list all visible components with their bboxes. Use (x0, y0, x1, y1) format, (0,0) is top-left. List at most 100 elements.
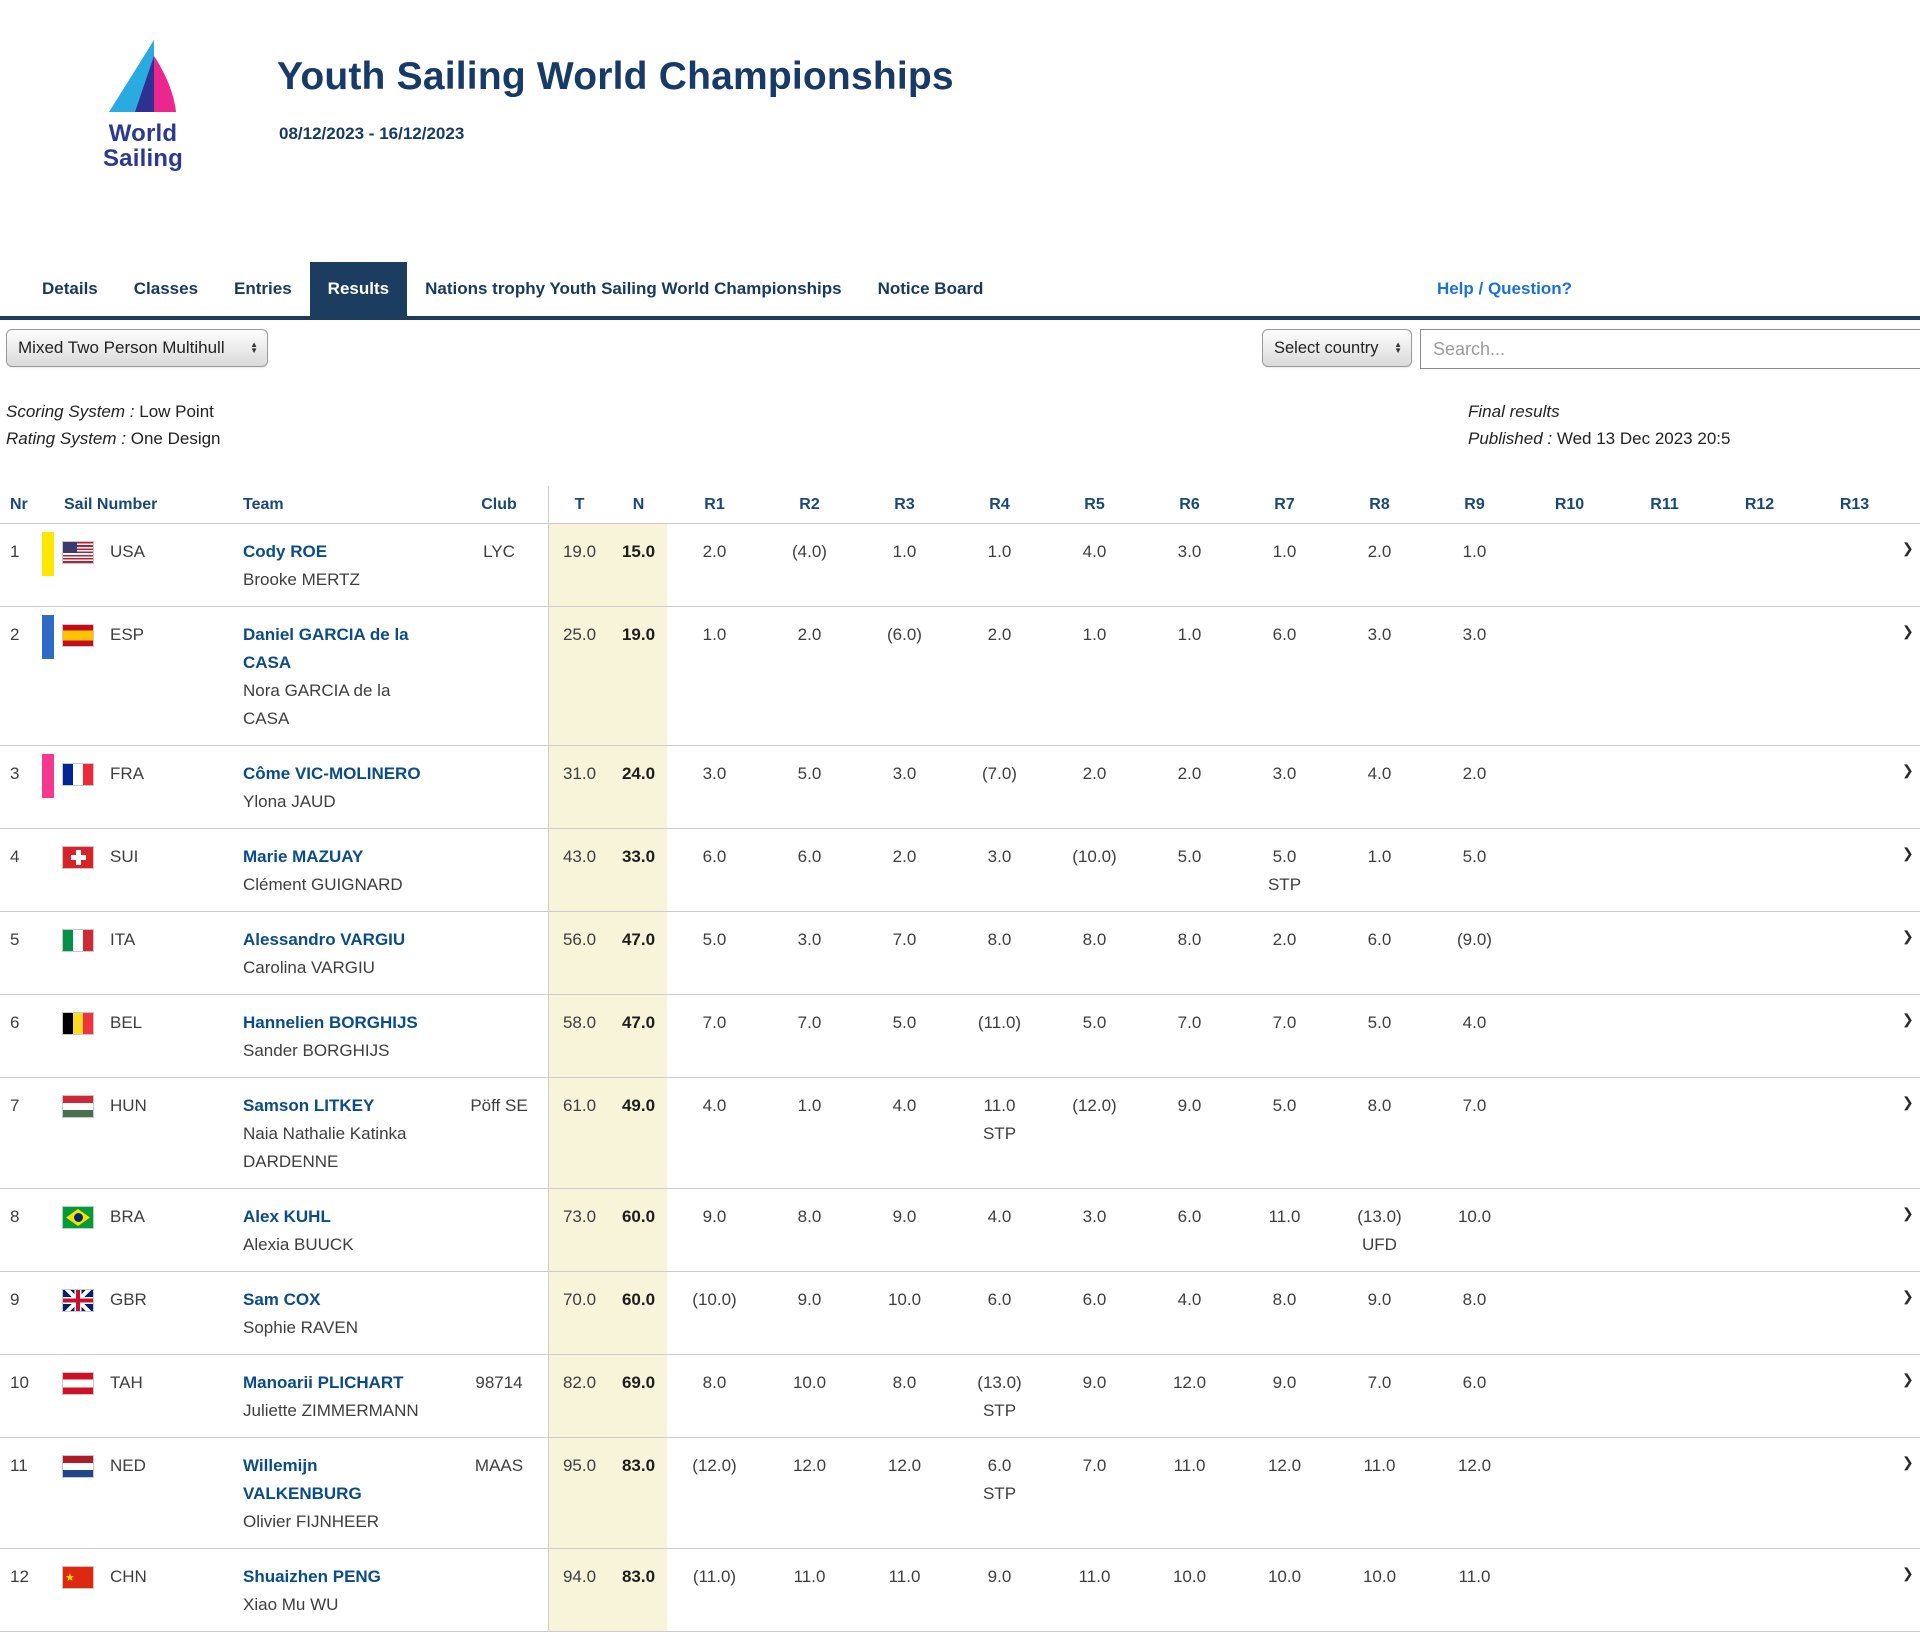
race-score-r8: 6.0 (1332, 912, 1427, 994)
race-score-value: 11.0 (793, 1567, 826, 1586)
row-expand-chevron-icon[interactable]: ❯ (1902, 623, 1914, 639)
column-header-n: N (632, 495, 645, 513)
tab-nations-trophy-youth-sailing-world-champ[interactable]: Nations trophy Youth Sailing World Champ… (407, 262, 860, 316)
rank-number: 3 (10, 764, 20, 783)
row-expand-chevron-icon[interactable]: ❯ (1902, 1094, 1914, 1110)
row-expand-chevron-icon[interactable]: ❯ (1902, 1371, 1914, 1387)
skipper-name-link[interactable]: Shuaizhen PENG (243, 1563, 450, 1591)
race-score-r9: (9.0) (1427, 912, 1522, 994)
tab-notice-board[interactable]: Notice Board (860, 262, 1002, 316)
race-score-r13 (1807, 607, 1902, 745)
tab-classes[interactable]: Classes (116, 262, 216, 316)
tab-results[interactable]: Results (309, 262, 408, 316)
country-code: SUI (110, 847, 139, 866)
skipper-name-line: Daniel GARCIA de la (243, 625, 409, 644)
flag-ned-icon (62, 1455, 94, 1478)
race-score-r9: 7.0 (1427, 1078, 1522, 1188)
team-cell: Alex KUHL Alexia BUUCK (236, 1189, 450, 1271)
row-expand-chevron-icon[interactable]: ❯ (1902, 1288, 1914, 1304)
crew-name-line: Naia Nathalie Katinka (243, 1124, 407, 1143)
race-score-r1: (11.0) (667, 1549, 762, 1631)
race-score-r5: 1.0 (1047, 607, 1142, 745)
race-score-r6: 10.0 (1142, 1549, 1237, 1631)
race-score-r10 (1522, 829, 1617, 911)
table-row[interactable]: 11 NED Willemijn VALKENBURG Olivier FIJNHEER… (0, 1438, 1920, 1549)
race-score-value: 8.0 (892, 1373, 917, 1392)
country-code: BEL (110, 1013, 143, 1032)
race-score-value: 10.0 (1457, 1207, 1492, 1226)
table-row[interactable]: 9 GBR Sam COX Sophie RAVEN 70.0 60.0 (10.0) 9.0… (0, 1272, 1920, 1355)
column-header-t: T (548, 486, 610, 523)
race-score-value: 5.0 (1082, 1013, 1107, 1032)
scoring-system-value: Low Point (139, 402, 214, 421)
event-header: World Sailing Youth Sailing World Champi… (0, 0, 1920, 200)
race-score-value: 7.0 (1462, 1096, 1487, 1115)
race-score-value: 9.0 (797, 1290, 822, 1309)
row-expand-chevron-icon[interactable]: ❯ (1902, 845, 1914, 861)
race-score-value: 7.0 (1177, 1013, 1202, 1032)
race-score-r12 (1712, 1078, 1807, 1188)
row-expand-chevron-icon[interactable]: ❯ (1902, 762, 1914, 778)
help-question-link[interactable]: Help / Question? (1436, 279, 1572, 298)
table-row[interactable]: 7 HUN Samson LITKEY Naia Nathalie Katinka DA… (0, 1078, 1920, 1189)
rank-number: 2 (10, 625, 20, 644)
race-score-r12 (1712, 746, 1807, 828)
skipper-name-link[interactable]: Côme VIC-MOLINERO (243, 760, 450, 788)
skipper-name-link[interactable]: Cody ROE (243, 538, 450, 566)
table-row[interactable]: 4 SUI Marie MAZUAY Clément GUIGNARD 43.0 33.0… (0, 829, 1920, 912)
rank-number: 9 (10, 1290, 20, 1309)
race-score-r3: 1.0 (857, 524, 952, 606)
skipper-name-link[interactable]: Hannelien BORGHIJS (243, 1009, 450, 1037)
scoring-info: Scoring System : Low Point Rating System… (6, 398, 221, 452)
skipper-name-link[interactable]: Marie MAZUAY (243, 843, 450, 871)
skipper-name-link[interactable]: Willemijn VALKENBURG (243, 1452, 450, 1508)
skipper-name-line: Willemijn (243, 1456, 318, 1475)
skipper-name-link[interactable]: Manoarii PLICHART (243, 1369, 450, 1397)
team-cell: Shuaizhen PENG Xiao Mu WU (236, 1549, 450, 1631)
row-expand-chevron-icon[interactable]: ❯ (1902, 928, 1914, 944)
crew-name: Carolina VARGIU (243, 954, 450, 982)
race-score-r11 (1617, 1078, 1712, 1188)
skipper-name-link[interactable]: Alex KUHL (243, 1203, 450, 1231)
row-expand-chevron-icon[interactable]: ❯ (1902, 1205, 1914, 1221)
race-score-value: 8.0 (1082, 930, 1107, 949)
race-score-r7: 11.0 (1237, 1189, 1332, 1271)
table-row[interactable]: 1 USA Cody ROE Brooke MERTZ LYC 19.0 15.0 2.0 (4… (0, 524, 1920, 607)
column-header-r6: R6 (1179, 495, 1200, 513)
crew-name-line: Olivier FIJNHEER (243, 1512, 380, 1531)
race-score-value: 4.0 (1367, 764, 1392, 783)
row-expand-chevron-icon[interactable]: ❯ (1902, 1011, 1914, 1027)
country-select[interactable]: Select country ▲ ▼ (1262, 329, 1412, 367)
row-expand-chevron-icon[interactable]: ❯ (1902, 1565, 1914, 1581)
table-row[interactable]: 8 BRA Alex KUHL Alexia BUUCK 73.0 60.0 9.0 8.0 9… (0, 1189, 1920, 1272)
table-row[interactable]: 2 ESP Daniel GARCIA de la CASA Nora GARCIA d… (0, 607, 1920, 746)
row-expand-chevron-icon[interactable]: ❯ (1902, 540, 1914, 556)
race-score-value: 9.0 (987, 1567, 1012, 1586)
skipper-name-link[interactable]: Alessandro VARGIU (243, 926, 450, 954)
race-score-r4: 8.0 (952, 912, 1047, 994)
table-row[interactable]: 10 TAH Manoarii PLICHART Juliette ZIMMERMAN… (0, 1355, 1920, 1438)
flag-bel-icon (62, 1012, 94, 1035)
class-select[interactable]: Mixed Two Person Multihull ▲ ▼ (6, 329, 268, 367)
tab-details[interactable]: Details (24, 262, 116, 316)
results-table: Nr Sail Number Team Club T N R1 R2 R3 R4 R5 R6 R7 R8 R… (0, 486, 1920, 1632)
race-score-r8: (13.0) UFD (1332, 1189, 1427, 1271)
skipper-name-link[interactable]: Daniel GARCIA de la CASA (243, 621, 450, 677)
table-row[interactable]: 5 ITA Alessandro VARGIU Carolina VARGIU 56.0… (0, 912, 1920, 995)
skipper-name-link[interactable]: Samson LITKEY (243, 1092, 450, 1120)
race-score-value: 7.0 (892, 930, 917, 949)
skipper-name-link[interactable]: Sam COX (243, 1286, 450, 1314)
info-row: Scoring System : Low Point Rating System… (0, 398, 1920, 456)
table-row[interactable]: 6 BEL Hannelien BORGHIJS Sander BORGHIJS 58.… (0, 995, 1920, 1078)
table-row[interactable]: 12 CHN Shuaizhen PENG Xiao Mu WU 94.083.0 (11… (0, 1549, 1920, 1632)
world-sailing-logo[interactable]: World Sailing (100, 38, 186, 171)
race-score-value: 3.0 (892, 764, 917, 783)
race-score-r6: 9.0 (1142, 1078, 1237, 1188)
table-row[interactable]: 3 FRA Côme VIC-MOLINERO Ylona JAUD 31.0 24.0 3… (0, 746, 1920, 829)
club-name (450, 829, 548, 911)
crew-name: Sophie RAVEN (243, 1314, 450, 1342)
search-input[interactable] (1420, 329, 1920, 369)
row-expand-chevron-icon[interactable]: ❯ (1902, 1454, 1914, 1470)
tab-entries[interactable]: Entries (216, 262, 310, 316)
race-score-r12 (1712, 1272, 1807, 1354)
